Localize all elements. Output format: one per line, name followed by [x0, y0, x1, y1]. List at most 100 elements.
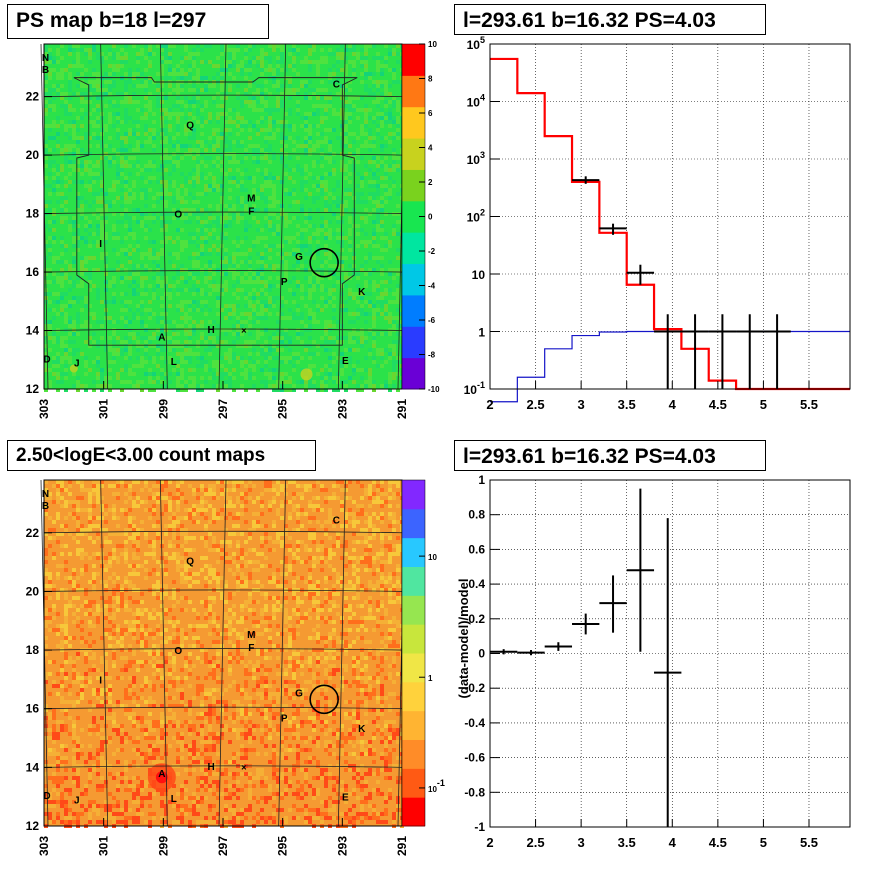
spectrum-xtick-label-4.5: 4.5 [709, 397, 727, 412]
cm-colorbar-segment [402, 768, 425, 798]
residual-frame [489, 479, 851, 828]
residual-xtick-label-5: 5 [760, 835, 767, 850]
ps-ytick-label-14: 14 [26, 324, 40, 338]
ps-ytick-label-16: 16 [26, 265, 40, 279]
cm-ytick-label-18: 18 [26, 643, 40, 657]
spectrum-red-step [490, 57, 850, 391]
meridian-299 [159, 479, 168, 827]
parallel-20 [43, 589, 403, 592]
cm-ytick-label-20: 20 [26, 584, 40, 598]
cm-xtick-label-299: 299 [156, 836, 170, 856]
residual-plot [489, 479, 851, 828]
meridian-291 [397, 479, 406, 827]
ps-ytick-label-22: 22 [26, 90, 40, 104]
ps-source-label-A: A [158, 332, 165, 343]
ps-colorbar-segment [402, 200, 425, 233]
residual-ytick-label--0.6: -0.6 [464, 751, 485, 765]
cm-xtick-label-303: 303 [37, 836, 51, 856]
ps-colorbar-segment [402, 294, 425, 327]
cm-colorbar-segment [402, 624, 425, 654]
ps-source-label-Q: Q [186, 120, 194, 131]
ps-colorbar-tick-label-4: 4 [428, 144, 433, 153]
spectrum-xtick-label-2: 2 [486, 397, 493, 412]
cm-colorbar-segment [402, 739, 425, 769]
meridian-293 [337, 43, 346, 390]
spectrum-xtick-label-3: 3 [578, 397, 585, 412]
ps-source-label-F: F [248, 207, 254, 218]
cm-source-label-Q: Q [186, 557, 194, 568]
ps-xtick-label-301: 301 [97, 399, 111, 419]
cm-colorbar-segment [402, 595, 425, 625]
cm-colorbar-segment [402, 508, 425, 539]
cm-source-label-B: B [42, 501, 49, 512]
cm-xtick-label-291: 291 [395, 836, 409, 856]
ps-colorbar-segment [402, 44, 425, 76]
cm-colorbar-segment [402, 653, 425, 683]
meridian-297 [218, 479, 227, 827]
ps-source-label-M: M [247, 193, 255, 204]
cm-source-label-L: L [171, 794, 177, 805]
meridian-303 [40, 43, 49, 390]
parallel-14 [43, 765, 403, 768]
ps-source-label-L: L [171, 357, 177, 368]
cm-colorbar-segment [402, 710, 425, 740]
residual-ytick-label-0: 0 [478, 647, 485, 661]
ps-source-label-E: E [342, 356, 349, 367]
ps-colorbar-tick-label-0: 0 [428, 213, 433, 222]
residual-xtick-label-4.5: 4.5 [709, 835, 727, 850]
ps-colorbar-segment [402, 326, 425, 359]
cm-map-frame [43, 479, 403, 827]
cm-colorbar-tick-label-1: 1 [428, 674, 433, 683]
residual-ytick-label-0.8: 0.8 [468, 508, 485, 522]
cm-xtick-label-295: 295 [276, 836, 290, 856]
ps-source-label-N: N [42, 53, 49, 64]
spectrum-xtick-label-5: 5 [760, 397, 767, 412]
ps-source-label-G: G [295, 252, 303, 263]
cm-ytick-label-14: 14 [26, 760, 40, 774]
ps-ytick-label-20: 20 [26, 148, 40, 162]
spectrum-ytick-label-6: 105 [467, 35, 485, 52]
spectrum-xtick-label-3.5: 3.5 [618, 397, 636, 412]
cm-source-label-P: P [281, 714, 288, 725]
meridian-303 [40, 479, 49, 827]
cm-target-circle [309, 684, 339, 715]
ps-colorbar-segment [402, 138, 425, 170]
cm-source-label-M: M [247, 630, 255, 641]
meridian-295 [278, 43, 287, 390]
ps-xtick-label-297: 297 [216, 399, 230, 419]
ps-source-label-K: K [358, 287, 366, 298]
residual-ytick-label--0.8: -0.8 [464, 785, 485, 799]
cm-source-label-F: F [248, 643, 254, 654]
cm-map-background [44, 480, 402, 826]
residual-xtick-label-4: 4 [669, 835, 677, 850]
ps-colorbar-tick-label--6: -6 [428, 316, 436, 325]
spectrum-xtick-label-5.5: 5.5 [800, 397, 818, 412]
ps-source-label-I: I [99, 239, 102, 250]
spectrum-xtick-label-4: 4 [669, 397, 677, 412]
ps-colorbar-segment [402, 232, 425, 265]
ps-map-plot [40, 43, 426, 392]
residual-xtick-label-3.5: 3.5 [618, 835, 636, 850]
cm-source-label-O: O [174, 646, 182, 657]
parallel-18 [43, 211, 403, 214]
parallel-16 [43, 270, 403, 273]
source-a-core [155, 771, 168, 784]
hotspot-1 [300, 368, 313, 381]
meridian-295 [278, 479, 287, 827]
ps-colorbar-segment [402, 169, 425, 202]
ps-xtick-label-299: 299 [156, 399, 170, 419]
cm-colorbar-segment [402, 681, 425, 712]
ps-colorbar-tick-label--10: -10 [428, 385, 440, 394]
meridian-301 [100, 43, 109, 390]
ps-map-title: PS map b=18 l=297 [7, 4, 269, 39]
ps-source-label-C: C [333, 79, 340, 90]
cm-colorbar-tick-label-0: 10 [428, 553, 437, 562]
ps-source-label-B: B [42, 65, 49, 76]
residual-ytick-label-1: 1 [478, 473, 485, 487]
cm-source-label-I: I [99, 675, 102, 686]
ps-colorbar-frame [401, 43, 426, 390]
ps-source-label-H: H [207, 325, 214, 336]
hotspot-2 [69, 364, 78, 373]
